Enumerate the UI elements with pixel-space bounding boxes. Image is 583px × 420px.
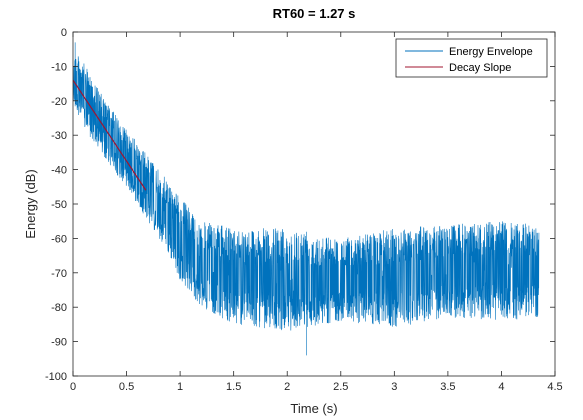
x-tick-label: 0 xyxy=(70,381,76,393)
y-tick-label: -100 xyxy=(45,371,67,383)
y-tick-label: 0 xyxy=(61,27,67,39)
y-tick-label: -10 xyxy=(51,61,67,73)
x-tick-label: 1.5 xyxy=(226,381,241,393)
y-tick-label: -20 xyxy=(51,96,67,108)
y-tick-label: -40 xyxy=(51,165,67,177)
chart-title: RT60 = 1.27 s xyxy=(273,6,356,21)
x-tick-label: 2 xyxy=(284,381,290,393)
x-tick-label: 0.5 xyxy=(119,381,134,393)
y-tick-label: -70 xyxy=(51,268,67,280)
series-decay-slope xyxy=(73,79,147,191)
x-tick-label: 3.5 xyxy=(440,381,455,393)
x-tick-label: 1 xyxy=(177,381,183,393)
y-axis-label: Energy (dB) xyxy=(23,169,38,238)
legend-label-decay-slope: Decay Slope xyxy=(449,62,511,74)
x-axis-label: Time (s) xyxy=(290,401,337,416)
y-tick-label: -30 xyxy=(51,130,67,142)
x-tick-label: 4 xyxy=(498,381,504,393)
x-tick-label: 3 xyxy=(391,381,397,393)
legend: Energy Envelope Decay Slope xyxy=(395,38,548,78)
x-tick-label: 2.5 xyxy=(333,381,348,393)
legend-box xyxy=(395,38,548,78)
y-tick-label: -50 xyxy=(51,199,67,211)
series-energy-envelope xyxy=(73,42,540,356)
x-tick-label: 4.5 xyxy=(547,381,562,393)
legend-label-energy-envelope: Energy Envelope xyxy=(449,46,533,58)
y-tick-label: -90 xyxy=(51,337,67,349)
y-tick-label: -60 xyxy=(51,233,67,245)
y-tick-label: -80 xyxy=(51,302,67,314)
